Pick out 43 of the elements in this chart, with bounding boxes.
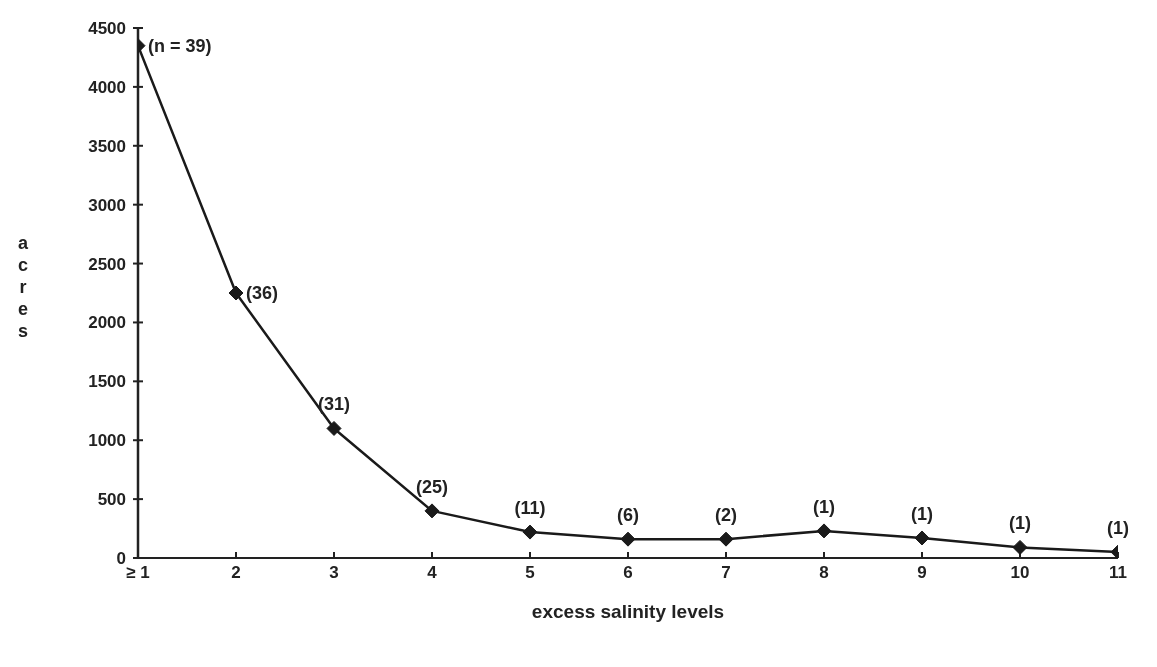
x-axis-title: excess salinity levels bbox=[531, 601, 725, 622]
x-tick-label: 3 bbox=[329, 563, 339, 583]
x-tick-label: 6 bbox=[623, 563, 633, 583]
x-tick-label: 9 bbox=[917, 563, 927, 583]
annotation: (1) bbox=[1009, 513, 1031, 534]
x-tick-label: 4 bbox=[427, 563, 438, 583]
point bbox=[326, 420, 342, 436]
y-tick-label: 0 bbox=[116, 549, 126, 569]
y-tick-label: 2000 bbox=[88, 313, 126, 333]
point bbox=[816, 523, 832, 539]
annotation: (11) bbox=[514, 498, 546, 519]
point bbox=[718, 531, 734, 547]
point bbox=[620, 531, 636, 547]
y-tick-label: 3000 bbox=[88, 195, 126, 215]
y-tick-label: 500 bbox=[97, 490, 126, 510]
y-axis-title: acres bbox=[12, 233, 33, 343]
annotation: (1) bbox=[911, 503, 933, 524]
point bbox=[424, 503, 440, 519]
x-tick-label: 8 bbox=[819, 563, 829, 583]
annotation: (25) bbox=[415, 476, 449, 497]
annotation: (31) bbox=[317, 394, 351, 415]
y-tick-label: 4000 bbox=[88, 77, 126, 97]
annotation: (1) bbox=[813, 496, 835, 517]
annotation: (36) bbox=[246, 283, 279, 304]
point bbox=[1012, 539, 1028, 555]
point bbox=[228, 285, 244, 301]
y-tick-label: 2500 bbox=[88, 254, 126, 274]
x-tick-label: 11 bbox=[1109, 563, 1127, 583]
annotation: (1) bbox=[1107, 518, 1129, 539]
x-tick-label: ≥ 1 bbox=[126, 563, 150, 583]
x-tick-label: 5 bbox=[525, 563, 535, 583]
x-tick-label: 10 bbox=[1010, 563, 1030, 583]
x-tick-label: 7 bbox=[721, 563, 731, 583]
y-tick-label: 4500 bbox=[88, 19, 126, 39]
annotation: (n = 39) bbox=[148, 36, 212, 57]
point bbox=[522, 524, 538, 540]
point bbox=[914, 530, 930, 546]
y-tick-label: 3500 bbox=[88, 136, 126, 156]
y-tick-label: 1000 bbox=[88, 431, 126, 451]
y-tick-label: 1500 bbox=[88, 372, 126, 392]
annotation: (6) bbox=[617, 505, 639, 526]
x-tick-label: 2 bbox=[231, 563, 241, 583]
annotation: (2) bbox=[715, 505, 737, 526]
